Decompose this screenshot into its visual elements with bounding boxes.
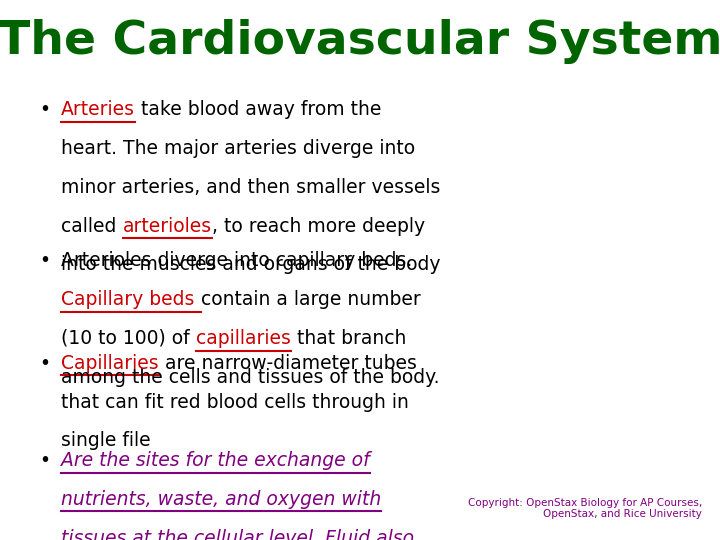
Text: into the muscles and organs of the body: into the muscles and organs of the body xyxy=(61,255,441,274)
Text: arterioles: arterioles xyxy=(122,217,212,235)
Text: single file: single file xyxy=(61,431,150,450)
Text: The Cardiovascular System: The Cardiovascular System xyxy=(0,19,720,64)
Text: capillaries: capillaries xyxy=(196,329,291,348)
Text: Arteries: Arteries xyxy=(61,100,135,119)
Text: Arterioles diverge into capillary beds.: Arterioles diverge into capillary beds. xyxy=(61,251,413,270)
Text: are narrow-diameter tubes: are narrow-diameter tubes xyxy=(159,354,417,373)
Text: Capillary beds: Capillary beds xyxy=(61,290,201,309)
Text: •: • xyxy=(40,100,50,119)
Text: that can fit red blood cells through in: that can fit red blood cells through in xyxy=(61,393,409,411)
Text: •: • xyxy=(40,451,50,470)
Text: among the cells and tissues of the body.: among the cells and tissues of the body. xyxy=(61,368,440,387)
Text: that branch: that branch xyxy=(291,329,406,348)
Text: nutrients, waste, and oxygen with: nutrients, waste, and oxygen with xyxy=(61,490,382,509)
Text: tissues at the cellular level. Fluid also: tissues at the cellular level. Fluid als… xyxy=(61,529,414,540)
Text: Capillaries: Capillaries xyxy=(61,354,159,373)
Text: called: called xyxy=(61,217,122,235)
Text: take blood away from the: take blood away from the xyxy=(135,100,382,119)
Text: heart. The major arteries diverge into: heart. The major arteries diverge into xyxy=(61,139,415,158)
Text: Are the sites for the exchange of: Are the sites for the exchange of xyxy=(61,451,370,470)
Text: minor arteries, and then smaller vessels: minor arteries, and then smaller vessels xyxy=(61,178,441,197)
Text: , to reach more deeply: , to reach more deeply xyxy=(212,217,425,235)
Text: •: • xyxy=(40,354,50,373)
Text: (10 to 100) of: (10 to 100) of xyxy=(61,329,196,348)
Text: contain a large number: contain a large number xyxy=(201,290,420,309)
Text: Copyright: OpenStax Biology for AP Courses,
OpenStax, and Rice University: Copyright: OpenStax Biology for AP Cours… xyxy=(468,498,702,519)
Text: •: • xyxy=(40,251,50,270)
